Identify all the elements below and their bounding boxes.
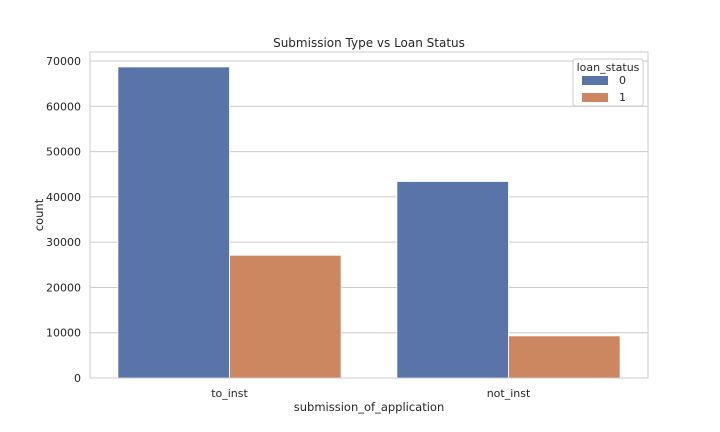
legend: loan_status 01 bbox=[572, 58, 644, 107]
legend-label-1: 1 bbox=[619, 91, 626, 104]
x-tick-label: to_inst bbox=[211, 387, 248, 400]
legend-label-0: 0 bbox=[619, 74, 626, 87]
bar-to_inst-0 bbox=[117, 66, 230, 379]
legend-swatch-0 bbox=[582, 76, 608, 85]
bar-not_inst-0 bbox=[396, 181, 509, 379]
y-tick-labels: 0 10000 20000 30000 40000 50000 60000 70000 bbox=[46, 55, 81, 385]
legend-swatch-1 bbox=[582, 93, 608, 102]
y-tick-label: 70000 bbox=[46, 55, 81, 68]
y-tick-label: 50000 bbox=[46, 146, 81, 159]
bar-not_inst-1 bbox=[508, 335, 621, 379]
x-axis-label: submission_of_application bbox=[294, 400, 445, 414]
y-tick-label: 40000 bbox=[46, 191, 81, 204]
y-tick-label: 10000 bbox=[46, 327, 81, 340]
bar-to_inst-1 bbox=[229, 254, 342, 379]
y-tick-label: 0 bbox=[74, 372, 81, 385]
x-tick-labels: to_inst not_inst bbox=[211, 387, 531, 400]
bars bbox=[117, 66, 621, 379]
y-tick-label: 30000 bbox=[46, 236, 81, 249]
y-axis-label: count bbox=[32, 198, 46, 231]
y-tick-label: 60000 bbox=[46, 100, 81, 113]
y-tick-label: 20000 bbox=[46, 281, 81, 294]
legend-items: 01 bbox=[582, 74, 626, 104]
x-tick-label: not_inst bbox=[487, 387, 531, 400]
chart-title: Submission Type vs Loan Status bbox=[273, 36, 465, 50]
plot-frame bbox=[89, 51, 649, 379]
legend-title: loan_status bbox=[577, 61, 640, 74]
